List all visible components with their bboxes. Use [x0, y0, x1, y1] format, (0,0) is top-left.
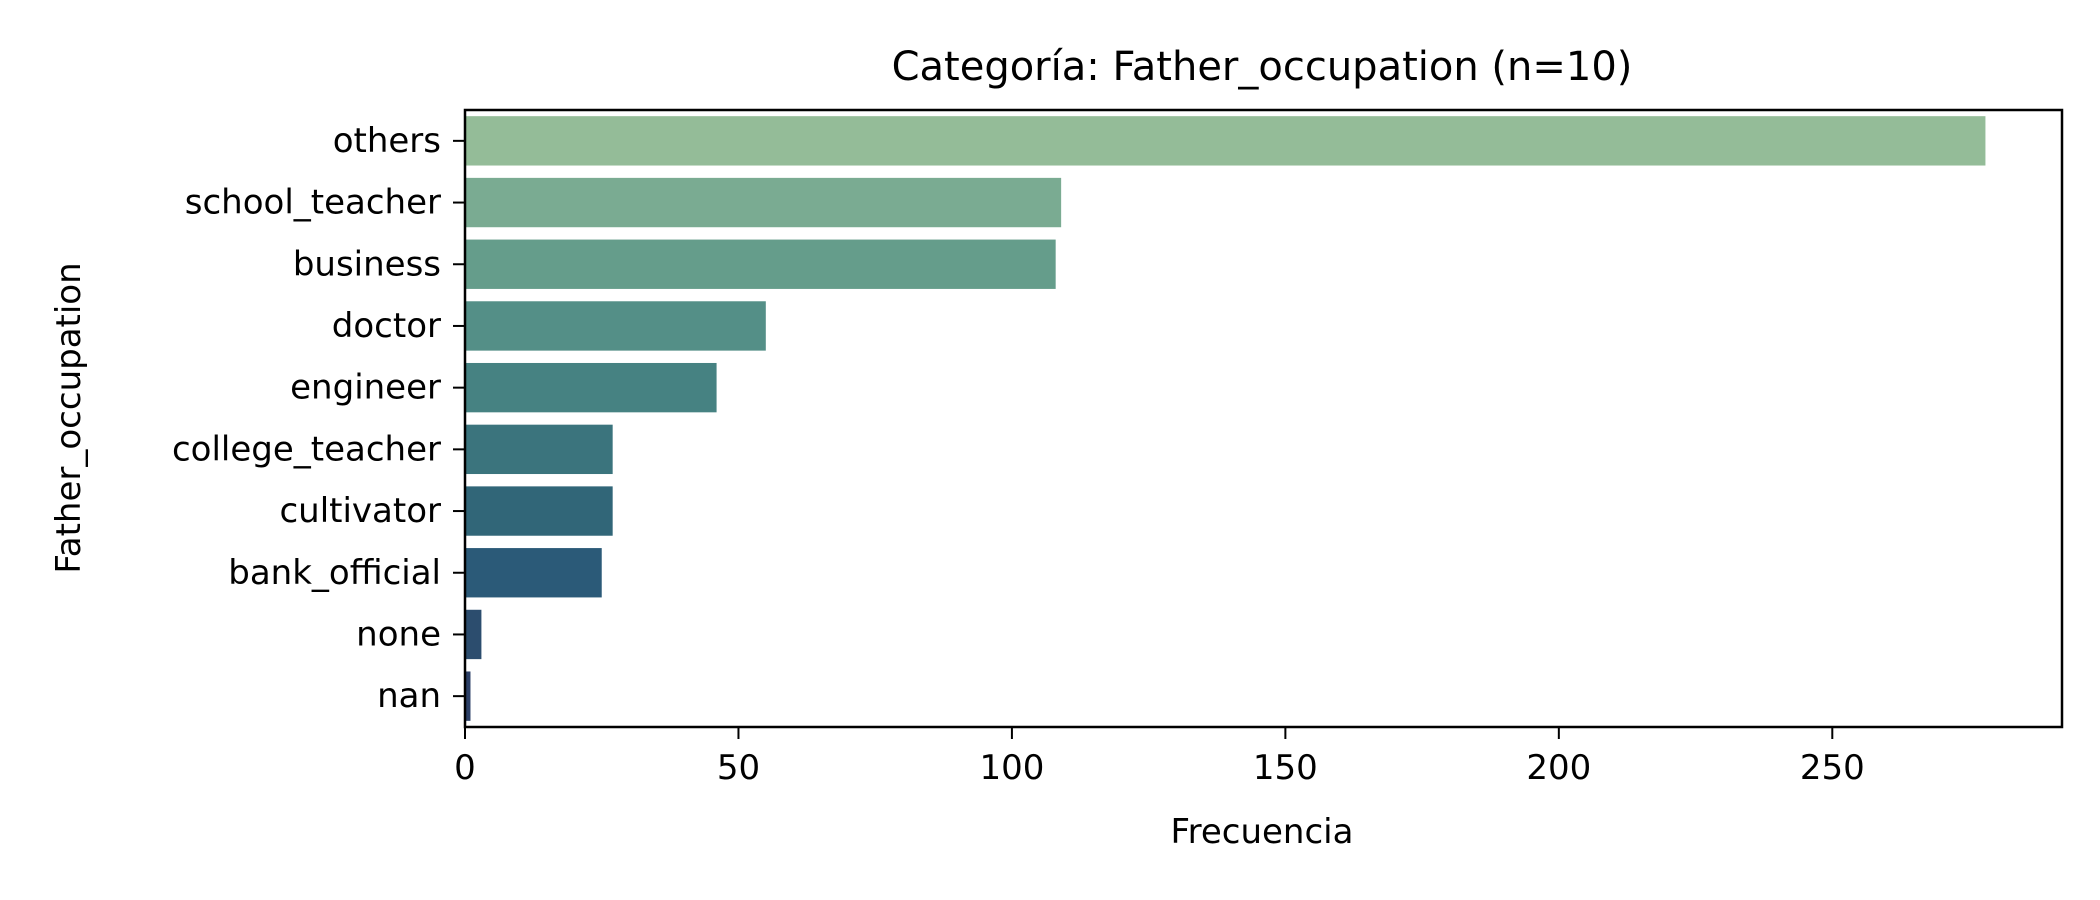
- bar-school-teacher: [465, 177, 1062, 228]
- y-tick-label: college_teacher: [172, 429, 441, 469]
- y-tick-label: bank_official: [228, 553, 441, 593]
- chart-title: Categoría: Father_occupation (n=10): [892, 44, 1633, 90]
- x-axis-label: Frecuencia: [1171, 812, 1354, 852]
- y-tick-label: none: [356, 614, 441, 654]
- y-tick-label: others: [333, 121, 441, 161]
- x-tick-label: 50: [717, 748, 760, 788]
- y-tick-label: school_teacher: [185, 183, 441, 223]
- x-tick-label: 100: [979, 748, 1044, 788]
- bar-none: [465, 609, 482, 660]
- x-tick-label: 200: [1526, 748, 1591, 788]
- x-axis-ticks: 0 50 100 150 200 250: [454, 727, 1865, 788]
- plot-frame: [463, 108, 2064, 729]
- x-tick-label: 0: [454, 748, 476, 788]
- bars-layer: [465, 116, 1986, 721]
- bar-cultivator: [465, 486, 613, 536]
- bar-nan: [465, 671, 471, 721]
- bar-business: [465, 239, 1056, 289]
- x-tick-label: 250: [1800, 748, 1865, 788]
- y-tick-label: engineer: [290, 368, 441, 408]
- y-tick-label: doctor: [332, 306, 441, 346]
- y-tick-label: cultivator: [279, 491, 441, 531]
- y-axis-label: Father_occupation: [49, 262, 89, 573]
- bar-engineer: [465, 362, 717, 413]
- y-axis-ticks: others school_teacher business doctor engine…: [172, 121, 465, 716]
- bar-doctor: [465, 301, 766, 351]
- bar-others: [465, 116, 1986, 166]
- y-tick-label: business: [293, 244, 441, 284]
- bar-college-teacher: [465, 424, 613, 475]
- x-tick-label: 150: [1253, 748, 1318, 788]
- bar-bank-official: [465, 548, 602, 598]
- y-tick-label: nan: [377, 676, 441, 716]
